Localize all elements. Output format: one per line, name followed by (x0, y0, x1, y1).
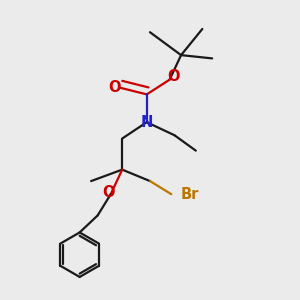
Text: O: O (167, 69, 180, 84)
Text: O: O (102, 185, 114, 200)
Text: N: N (140, 115, 153, 130)
Text: Br: Br (180, 187, 199, 202)
Text: O: O (108, 80, 120, 95)
